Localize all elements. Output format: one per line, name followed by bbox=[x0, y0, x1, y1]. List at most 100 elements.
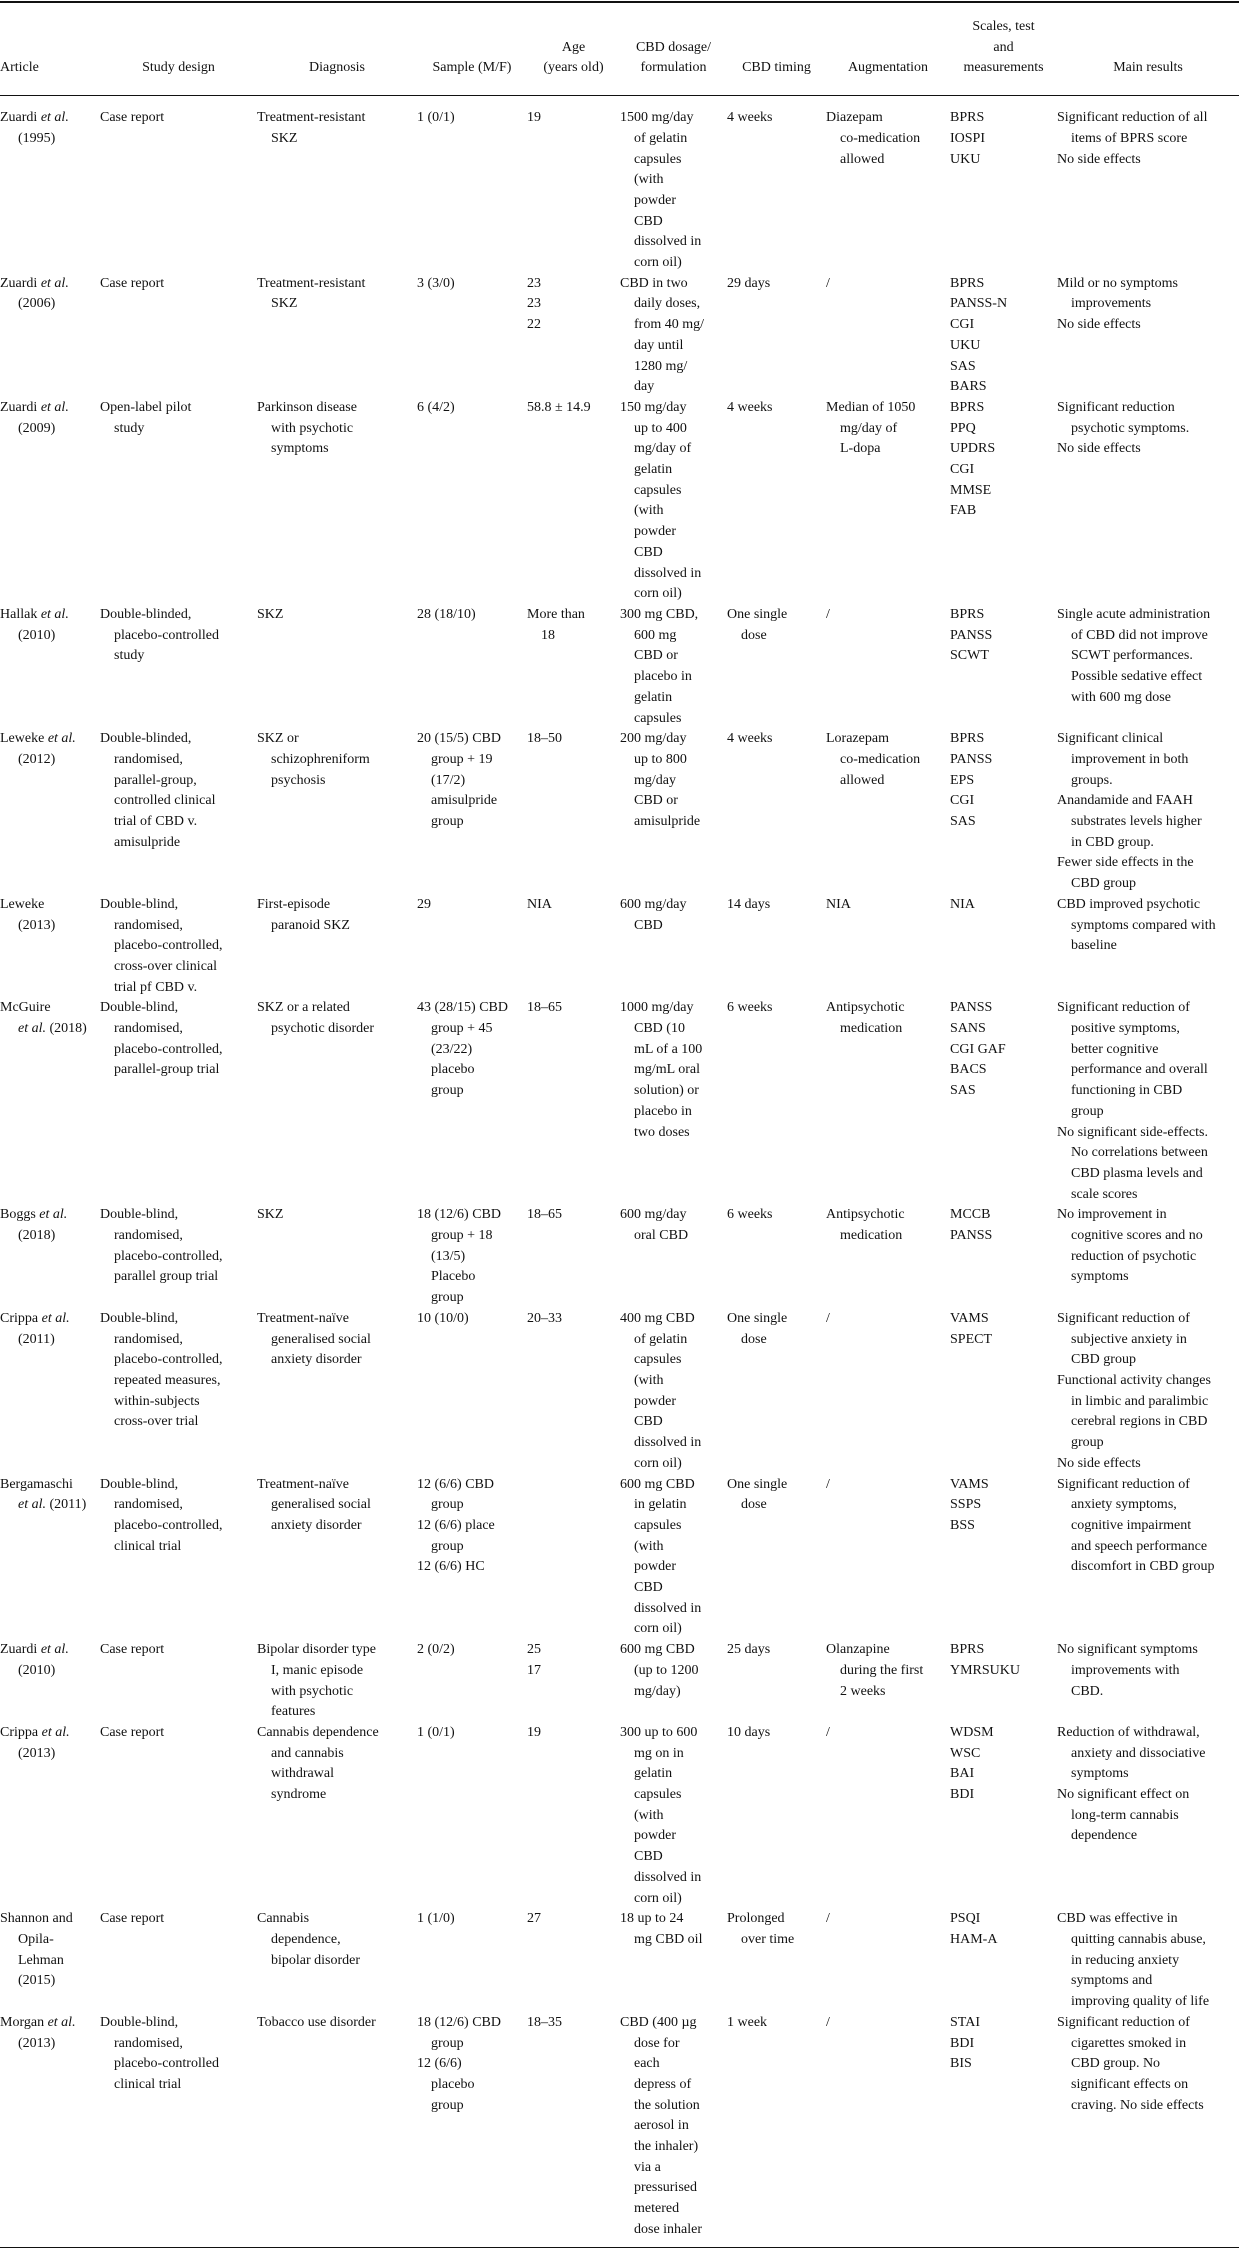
cell-scales: VAMS SPECT bbox=[950, 1309, 1057, 1475]
article-text: Crippa et al. (2013) bbox=[0, 1724, 70, 1761]
results-text: Significant reduction psychotic symptoms… bbox=[1057, 399, 1190, 436]
scales-text: SAS bbox=[950, 1083, 976, 1099]
cell-augmentation: / bbox=[826, 274, 950, 398]
cell-timing: 25 days bbox=[727, 1640, 826, 1723]
dosage-text: 18 up to 24 mg CBD oil bbox=[620, 1911, 703, 1947]
scales-text: WDSM bbox=[950, 1724, 994, 1740]
scales-text: CGI GAF bbox=[950, 1041, 1006, 1057]
cell-diagnosis: Tobacco use disorder bbox=[257, 2013, 417, 2247]
cell-design: Double-blinded, randomised, parallel-gro… bbox=[100, 729, 257, 895]
results-text: Reduction of withdrawal, anxiety and dis… bbox=[1057, 1724, 1206, 1782]
augmentation-text: Median of 1050 mg/day of L-dopa bbox=[826, 399, 916, 457]
cell-sample: 18 (12/6) CBD group + 18 (13/5) Placebo … bbox=[417, 1205, 527, 1309]
results-text: Mild or no symptoms improvements bbox=[1057, 275, 1178, 312]
cell-design: Case report bbox=[100, 1909, 257, 2013]
dosage-text: 150 mg/day up to 400 mg/day of gelatin c… bbox=[620, 399, 702, 602]
age-text: 20–33 bbox=[527, 1310, 562, 1326]
sample-text: 1 (1/0) bbox=[417, 1911, 455, 1927]
cell-dosage: CBD (400 µg dose for each depress of the… bbox=[620, 2013, 727, 2247]
cell-results: Mild or no symptoms improvements No side … bbox=[1057, 274, 1239, 398]
cell-design: Double-blind, randomised, placebo-contro… bbox=[100, 1205, 257, 1309]
scales-text: SSPS bbox=[950, 1497, 982, 1513]
cell-sample: 2 (0/2) bbox=[417, 1640, 527, 1723]
cell-results: Single acute administration of CBD did n… bbox=[1057, 605, 1239, 729]
header-sample: Sample (M/F) bbox=[432, 60, 512, 76]
diagnosis-text: Tobacco use disorder bbox=[257, 2014, 376, 2030]
article-text: Boggs et al. (2018) bbox=[0, 1207, 68, 1244]
cell-scales: PANSS SANS CGI GAF BACS SAS bbox=[950, 998, 1057, 1205]
cell-diagnosis: Bipolar disorder type I, manic episode w… bbox=[257, 1640, 417, 1723]
scales-text: BPRS bbox=[950, 110, 985, 126]
cell-results: Significant reduction of cigarettes smok… bbox=[1057, 2013, 1239, 2247]
scales-text: PANSS bbox=[950, 751, 993, 767]
design-text: Double-blind, randomised, placebo-contro… bbox=[100, 896, 223, 995]
cell-age: 19 bbox=[527, 96, 620, 274]
cell-age: 25 17 bbox=[527, 1640, 620, 1723]
timing-text: One single dose bbox=[727, 1476, 788, 1513]
dosage-text: 600 mg CBD (up to 1200 mg/day) bbox=[620, 1642, 699, 1699]
cell-scales: WDSM WSC BAI BDI bbox=[950, 1723, 1057, 1909]
cell-augmentation: Median of 1050 mg/day of L-dopa bbox=[826, 398, 950, 605]
timing-text: 4 weeks bbox=[727, 110, 773, 126]
cell-sample: 18 (12/6) CBD group 12 (6/6) placebo grou… bbox=[417, 2013, 527, 2247]
timing-text: 10 days bbox=[727, 1724, 771, 1740]
cell-dosage: 1000 mg/day CBD (10 mL of a 100 mg/mL or… bbox=[620, 998, 727, 1205]
dosage-text: 600 mg/day CBD bbox=[620, 896, 687, 933]
cell-design: Double-blinded, placebo-controlled study bbox=[100, 605, 257, 729]
header-study-design: Study design bbox=[142, 60, 215, 76]
scales-text: PANSS bbox=[950, 1228, 993, 1244]
article-text: Crippa et al. (2011) bbox=[0, 1310, 70, 1347]
cell-scales: BPRS PANSS-N CGI UKU SAS BARS bbox=[950, 274, 1057, 398]
article-text: Morgan et al. (2013) bbox=[0, 2014, 76, 2051]
scales-text: BPRS bbox=[950, 399, 985, 415]
design-text: Case report bbox=[100, 110, 165, 126]
results-text: CBD was effective in quitting cannabis a… bbox=[1057, 1911, 1210, 2010]
cell-timing: 10 days bbox=[727, 1723, 826, 1909]
dosage-text: 1000 mg/day CBD (10 mL of a 100 mg/mL or… bbox=[620, 1000, 703, 1140]
cell-design: Case report bbox=[100, 1640, 257, 1723]
scales-text: WSC bbox=[950, 1745, 981, 1761]
results-text: Single acute administration of CBD did n… bbox=[1057, 606, 1211, 705]
scales-text: FAB bbox=[950, 503, 977, 519]
table-row: Boggs et al. (2018) Double-blind, randomi… bbox=[0, 1205, 1239, 1309]
scales-text: BARS bbox=[950, 379, 987, 395]
age-text: 18–35 bbox=[527, 2014, 562, 2030]
diagnosis-text: Treatment-naïve generalised social anxie… bbox=[257, 1310, 371, 1368]
cell-scales: BPRS PANSS SCWT bbox=[950, 605, 1057, 729]
timing-text: Prolonged over time bbox=[727, 1911, 795, 1947]
age-text: 18–50 bbox=[527, 731, 562, 747]
cell-article: Zuardi et al. (2009) bbox=[0, 398, 100, 605]
cell-results: Significant reduction psychotic symptoms… bbox=[1057, 398, 1239, 605]
sample-text: 12 (6/6) CBD group bbox=[417, 1476, 494, 1513]
header-main-results: Main results bbox=[1113, 60, 1183, 76]
table-row: Bergamaschi et al. (2011) Double-blind, r… bbox=[0, 1475, 1239, 1641]
timing-text: 6 weeks bbox=[727, 1207, 773, 1223]
augmentation-text: Antipsychotic medication bbox=[826, 1207, 905, 1244]
cell-dosage: 600 mg CBD in gelatin capsules (with pow… bbox=[620, 1475, 727, 1641]
cell-dosage: 300 up to 600 mg on in gelatin capsules … bbox=[620, 1723, 727, 1909]
augmentation-text: / bbox=[826, 1476, 830, 1492]
cell-article: Zuardi et al. (1995) bbox=[0, 96, 100, 274]
header-diagnosis: Diagnosis bbox=[309, 60, 365, 76]
dosage-text: 1500 mg/day of gelatin capsules (with po… bbox=[620, 110, 702, 271]
scales-text: UKU bbox=[950, 337, 981, 353]
cell-scales: STAI BDI BIS bbox=[950, 2013, 1057, 2247]
scales-text: BDI bbox=[950, 2035, 975, 2051]
cell-article: Crippa et al. (2013) bbox=[0, 1723, 100, 1909]
cell-augmentation: NIA bbox=[826, 895, 950, 999]
sample-text: 10 (10/0) bbox=[417, 1310, 469, 1326]
augmentation-text: Olanzapine during the first 2 weeks bbox=[826, 1642, 924, 1699]
cell-results: CBD was effective in quitting cannabis a… bbox=[1057, 1909, 1239, 2013]
scales-text: CGI bbox=[950, 317, 975, 333]
results-text: Significant reduction of all items of BP… bbox=[1057, 110, 1208, 146]
article-text: Zuardi et al. (2006) bbox=[0, 275, 69, 312]
scales-text: BPRS bbox=[950, 731, 985, 747]
cell-scales: MCCB PANSS bbox=[950, 1205, 1057, 1309]
scales-text: PSQI bbox=[950, 1911, 981, 1927]
sample-text: 12 (6/6) placebo group bbox=[417, 2056, 475, 2113]
cell-augmentation: / bbox=[826, 1723, 950, 1909]
results-text: Functional activity changes in limbic an… bbox=[1057, 1373, 1211, 1451]
cell-article: Crippa et al. (2011) bbox=[0, 1309, 100, 1475]
cell-design: Case report bbox=[100, 96, 257, 274]
